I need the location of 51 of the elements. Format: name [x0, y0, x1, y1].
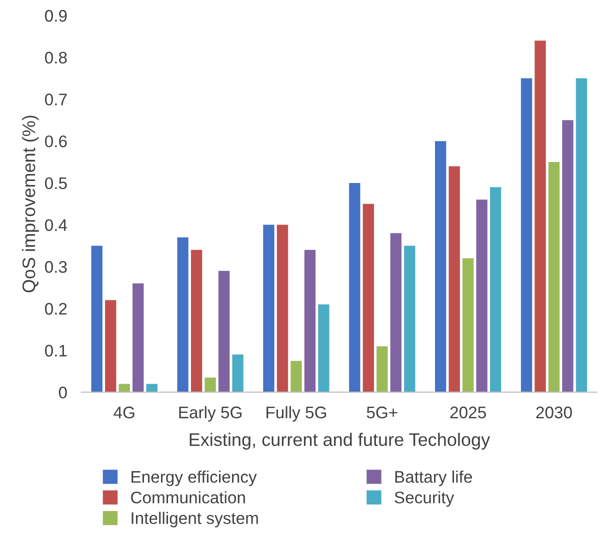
- x-tick-label: 2030: [536, 406, 572, 418]
- bar: [376, 346, 388, 392]
- bar: [218, 270, 230, 392]
- y-tick-label: 0.4: [45, 219, 68, 232]
- y-tick-label: 0.1: [45, 344, 67, 357]
- bar: [91, 246, 102, 392]
- bar: [290, 360, 302, 392]
- legend-label: Intelligent system: [132, 512, 258, 528]
- bar: [448, 166, 460, 392]
- y-tick-label: 0.3: [45, 261, 67, 273]
- y-axis-title: QoS improvement (%): [22, 116, 39, 292]
- y-tick-label: 0.7: [45, 94, 67, 106]
- x-tick-label: 4G: [114, 406, 134, 418]
- bar: [390, 233, 402, 392]
- bar: [263, 224, 274, 392]
- bar: [318, 304, 330, 392]
- y-tick-label: 0.5: [45, 177, 67, 190]
- y-tick-label: 0.9: [45, 10, 67, 22]
- x-tick-label: Fully 5G: [266, 406, 326, 422]
- bar: [548, 162, 560, 392]
- bar: [490, 187, 502, 392]
- legend-label: Battary life: [395, 470, 472, 486]
- bar: [562, 120, 574, 392]
- bar: [462, 258, 474, 392]
- bar: [204, 378, 216, 392]
- y-tick-label: 0: [58, 386, 67, 398]
- y-tick-label: 0.8: [45, 52, 67, 64]
- x-tick-label: 2025: [450, 406, 486, 418]
- bar: [434, 141, 446, 392]
- x-tick-label: 5G+: [366, 406, 398, 418]
- bar: [105, 300, 116, 392]
- bar: [132, 283, 144, 392]
- bar: [362, 204, 374, 392]
- x-tick-label: Early 5G: [179, 406, 242, 422]
- x-axis-title: Existing, current and future Techology: [190, 432, 490, 450]
- bar: [276, 224, 288, 392]
- bar: [349, 182, 360, 392]
- bar: [534, 40, 546, 392]
- bar: [190, 250, 202, 392]
- legend-label: Communication: [131, 491, 245, 504]
- bar: [304, 250, 316, 392]
- y-tick-label: 0.2: [45, 302, 67, 315]
- bar: [476, 200, 488, 392]
- legend-label: Energy efficiency: [132, 470, 257, 486]
- legend-label: Security: [394, 491, 454, 507]
- bar: [177, 237, 188, 392]
- bar: [520, 78, 532, 392]
- y-tick-label: 0.6: [45, 135, 67, 148]
- bar: [576, 78, 588, 392]
- bar: [232, 354, 244, 392]
- bar: [404, 246, 416, 392]
